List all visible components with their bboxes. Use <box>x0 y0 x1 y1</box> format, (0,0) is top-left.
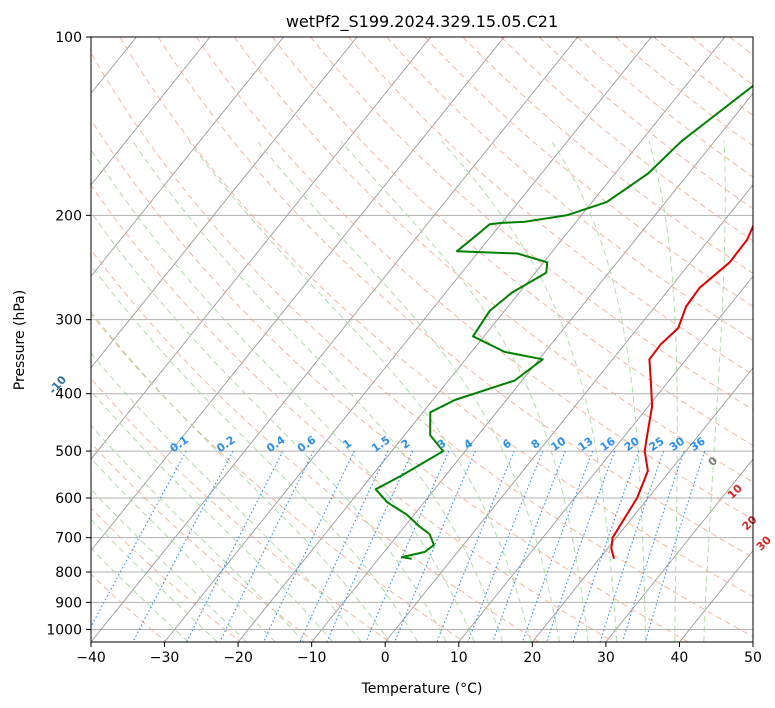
dewpoint-line <box>374 84 753 560</box>
isotherm-line <box>91 37 431 460</box>
moist-adiabat-line <box>703 141 726 642</box>
moist-adiabat-line <box>91 310 390 642</box>
dry-adiabat-line <box>157 37 753 559</box>
moist-adiabat-line <box>91 457 276 642</box>
x-tick-label: −40 <box>76 650 106 666</box>
mixing-ratio-line <box>436 450 515 642</box>
isotherm-line <box>605 458 753 642</box>
isotherm-line <box>91 37 358 369</box>
temperature-line <box>610 223 753 560</box>
y-axis-title: Pressure (hPa) <box>12 290 28 390</box>
x-tick-label: −30 <box>150 650 180 666</box>
mixing-ratio-line <box>572 450 640 642</box>
moist-adiabat-line <box>91 211 447 642</box>
isotherm-line <box>164 37 652 642</box>
dry-adiabat-line <box>348 37 753 376</box>
x-axis-title: Temperature (°C) <box>361 681 483 697</box>
isotherm-line <box>91 37 284 278</box>
isotherm-line <box>91 37 505 552</box>
isotherm-line <box>531 367 753 642</box>
y-tick-label: 200 <box>55 208 82 224</box>
chart-title: wetPf2_S199.2024.329.15.05.C21 <box>286 12 558 32</box>
mixing-ratio-line <box>622 450 685 642</box>
moist-adiabat-line <box>257 140 561 642</box>
background-lines <box>91 37 753 642</box>
moist-adiabat-line <box>340 140 589 642</box>
moist-adiabat-line <box>91 424 305 642</box>
axes: −40 −30 −20 −10 0 10 20 30 40 50 100 200 300 400 500 60… <box>46 30 762 666</box>
x-tick-label: 10 <box>450 650 468 666</box>
y-tick-label: 900 <box>55 595 82 611</box>
mixing-ratio-line <box>299 450 389 642</box>
mixing-ratio-line <box>546 450 616 642</box>
mixing-ratio-line <box>467 450 544 642</box>
isotherm-line <box>458 275 753 642</box>
x-tick-label: 40 <box>671 650 689 666</box>
sounding-lines <box>374 84 753 560</box>
moist-adiabat-line <box>648 141 678 642</box>
dry-adiabat-line <box>91 313 465 642</box>
y-tick-label: 500 <box>55 444 82 460</box>
moist-adiabat-line <box>91 390 334 642</box>
moist-adiabat-line <box>91 264 419 642</box>
x-tick-label: −10 <box>297 650 327 666</box>
mixing-ratio-line <box>599 450 665 642</box>
moist-adiabat-line <box>91 148 475 642</box>
x-tick-label: 20 <box>523 650 541 666</box>
dry-adiabat-line <box>91 184 614 642</box>
y-tick-label: 800 <box>55 565 82 581</box>
dry-adiabat-line <box>272 37 753 447</box>
dry-adiabat-line <box>91 118 689 642</box>
moist-adiabat-line <box>132 141 504 642</box>
x-tick-label: 0 <box>381 650 390 666</box>
y-tick-label: 700 <box>55 531 82 547</box>
plot-frame <box>90 36 754 643</box>
x-tick-label: −20 <box>223 650 253 666</box>
dry-adiabat-line <box>386 37 753 341</box>
dry-adiabat-line <box>91 442 316 642</box>
mixing-ratio-line <box>263 450 355 642</box>
dry-adiabat-line <box>91 377 391 642</box>
y-tick-label: 1000 <box>46 622 82 638</box>
isotherm-line <box>384 184 753 642</box>
moist-adiabat-line <box>188 141 532 642</box>
x-tick-label: 50 <box>744 650 762 666</box>
mixing-ratio-line <box>186 450 284 642</box>
moist-adiabat-line <box>91 352 362 642</box>
y-tick-label: 100 <box>55 30 82 46</box>
moist-adiabat-line <box>441 140 618 642</box>
y-tick-label: 400 <box>55 387 82 403</box>
mixing-ratio-line <box>219 450 315 642</box>
y-tick-label: 600 <box>55 491 82 507</box>
mixing-ratio-line <box>521 450 594 642</box>
moist-adiabat-line <box>551 141 647 642</box>
dry-adiabat-line <box>119 37 753 598</box>
y-tick-label: 300 <box>55 313 82 329</box>
moist-adiabat-line <box>91 488 247 642</box>
x-tick-label: 30 <box>597 650 615 666</box>
isotherm-line <box>311 92 753 642</box>
mixing-ratio-line <box>132 450 234 642</box>
isotherm-line <box>91 37 211 186</box>
mixing-ratio-line <box>492 450 566 642</box>
dry-adiabat-line <box>310 37 753 411</box>
mixing-ratio-line <box>91 450 187 628</box>
